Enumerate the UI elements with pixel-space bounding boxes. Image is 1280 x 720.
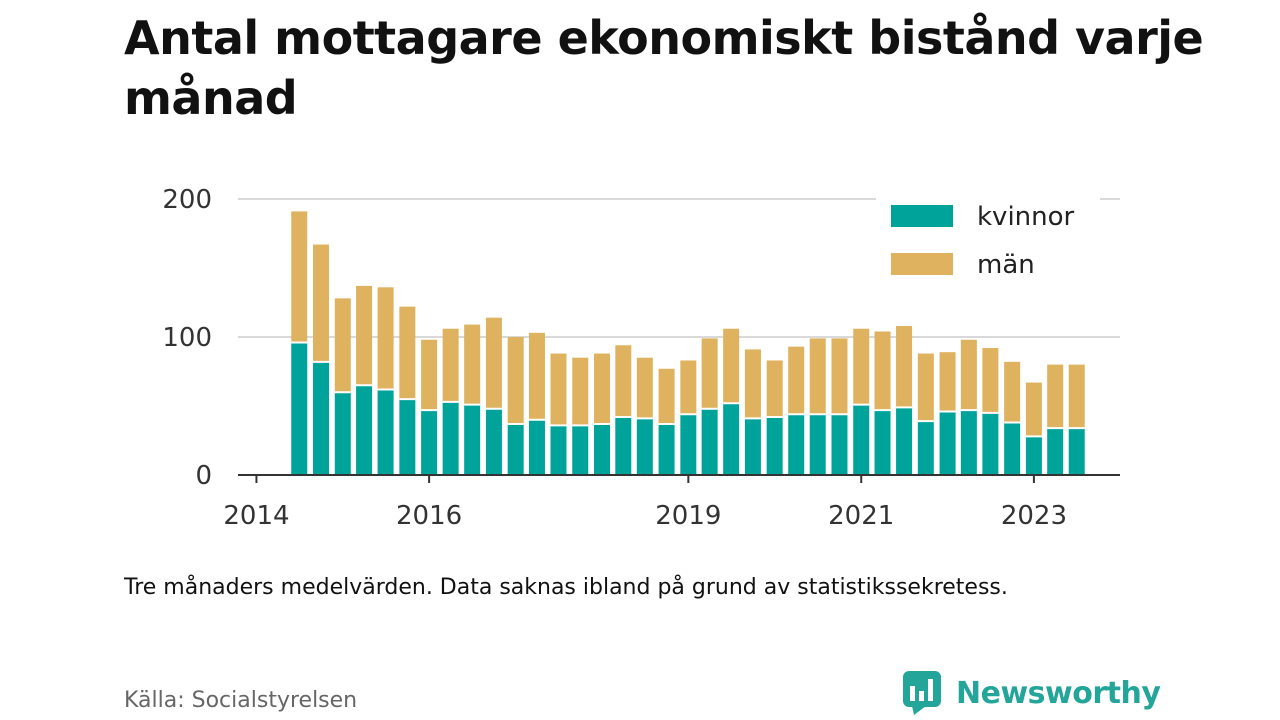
bar-kvinnor — [982, 412, 999, 475]
chart-note: Tre månaders medelvärden. Data saknas ib… — [124, 575, 1008, 600]
bar-kvinnor — [723, 403, 740, 475]
bar-kvinnor — [464, 404, 481, 475]
bar-kvinnor — [399, 399, 416, 475]
bar-man — [788, 346, 805, 415]
bar-kvinnor — [1025, 436, 1042, 475]
bar-kvinnor — [701, 408, 718, 475]
bar-man — [939, 352, 956, 412]
bar-kvinnor — [766, 417, 783, 475]
bar-man — [658, 368, 675, 424]
y-tick-label: 0 — [195, 461, 212, 491]
bars — [291, 211, 1085, 475]
bar-kvinnor — [853, 404, 870, 475]
bar-kvinnor — [485, 408, 502, 475]
brand-name: Newsworthy — [956, 675, 1161, 711]
brand-logo: Newsworthy — [902, 670, 1161, 716]
bar-kvinnor — [1068, 428, 1085, 475]
bar-kvinnor — [917, 421, 934, 475]
y-tick-label: 200 — [162, 185, 212, 215]
bar-man — [485, 317, 502, 409]
bar-man — [960, 339, 977, 411]
bar-kvinnor — [615, 417, 632, 475]
bar-man — [528, 332, 545, 420]
bar-man — [744, 349, 761, 419]
bar-kvinnor — [1047, 428, 1064, 475]
chart-bubble-icon — [903, 671, 941, 715]
bar-man — [809, 338, 826, 415]
bar-kvinnor — [680, 414, 697, 475]
bar-man — [572, 357, 589, 426]
bar-kvinnor — [658, 423, 675, 475]
bar-man — [1025, 382, 1042, 437]
bar-man — [442, 328, 459, 402]
bar-kvinnor — [356, 385, 373, 475]
bar-kvinnor — [939, 411, 956, 475]
stacked-bar-chart: 0 100 200 2014 2016 2019 2021 2023 kvinnor män — [162, 185, 1120, 531]
x-tick-label: 2023 — [1001, 501, 1067, 531]
bar-kvinnor — [421, 410, 438, 475]
bar-kvinnor — [377, 389, 394, 475]
legend-swatch — [891, 253, 953, 275]
bar-kvinnor — [313, 361, 330, 475]
bar-man — [507, 337, 524, 424]
bar-man — [1068, 364, 1085, 429]
bar-kvinnor — [896, 407, 913, 475]
legend: kvinnor män — [876, 190, 1100, 298]
bar-man — [853, 328, 870, 405]
bar-man — [464, 324, 481, 405]
bar-man — [399, 306, 416, 400]
x-tick-label: 2014 — [223, 501, 289, 531]
bar-man — [594, 353, 611, 424]
bar-man — [421, 339, 438, 411]
bar-kvinnor — [744, 418, 761, 475]
bar-man — [313, 244, 330, 362]
bar-kvinnor — [594, 423, 611, 475]
bar-kvinnor — [960, 410, 977, 475]
bar-kvinnor — [507, 423, 524, 475]
source-text: Källa: Socialstyrelsen — [124, 688, 358, 713]
bar-kvinnor — [572, 425, 589, 475]
bar-kvinnor — [809, 414, 826, 475]
axes: 0 100 200 2014 2016 2019 2021 2023 — [162, 185, 1120, 531]
bar-kvinnor — [831, 414, 848, 475]
bar-man — [680, 360, 697, 415]
bar-man — [291, 211, 308, 343]
bar-kvinnor — [874, 410, 891, 475]
bar-man — [831, 338, 848, 415]
bar-man — [766, 360, 783, 418]
bar-kvinnor — [1004, 422, 1021, 475]
bar-kvinnor — [291, 342, 308, 475]
y-tick-label: 100 — [162, 323, 212, 353]
legend-label: män — [977, 250, 1035, 280]
bar-kvinnor — [636, 418, 653, 475]
legend-swatch — [891, 205, 953, 227]
x-tick-label: 2016 — [396, 501, 462, 531]
bar-man — [982, 348, 999, 413]
bar-man — [1004, 361, 1021, 423]
bar-kvinnor — [334, 392, 351, 475]
bar-kvinnor — [550, 425, 567, 475]
bar-kvinnor — [788, 414, 805, 475]
legend-label: kvinnor — [977, 202, 1075, 232]
chart-title: Antal mottagare ekonomiskt bistånd varje… — [124, 11, 1204, 125]
bar-man — [917, 353, 934, 422]
bar-man — [874, 331, 891, 411]
bar-man — [636, 357, 653, 419]
bar-man — [334, 298, 351, 393]
x-tick-label: 2019 — [655, 501, 721, 531]
bar-kvinnor — [442, 401, 459, 475]
bar-man — [896, 325, 913, 408]
bar-man — [615, 345, 632, 418]
bar-man — [550, 353, 567, 426]
bar-man — [377, 287, 394, 390]
bar-man — [356, 285, 373, 386]
bar-man — [701, 338, 718, 409]
x-tick-label: 2021 — [828, 501, 894, 531]
bar-man — [723, 328, 740, 404]
bar-kvinnor — [528, 419, 545, 475]
bar-man — [1047, 364, 1064, 429]
